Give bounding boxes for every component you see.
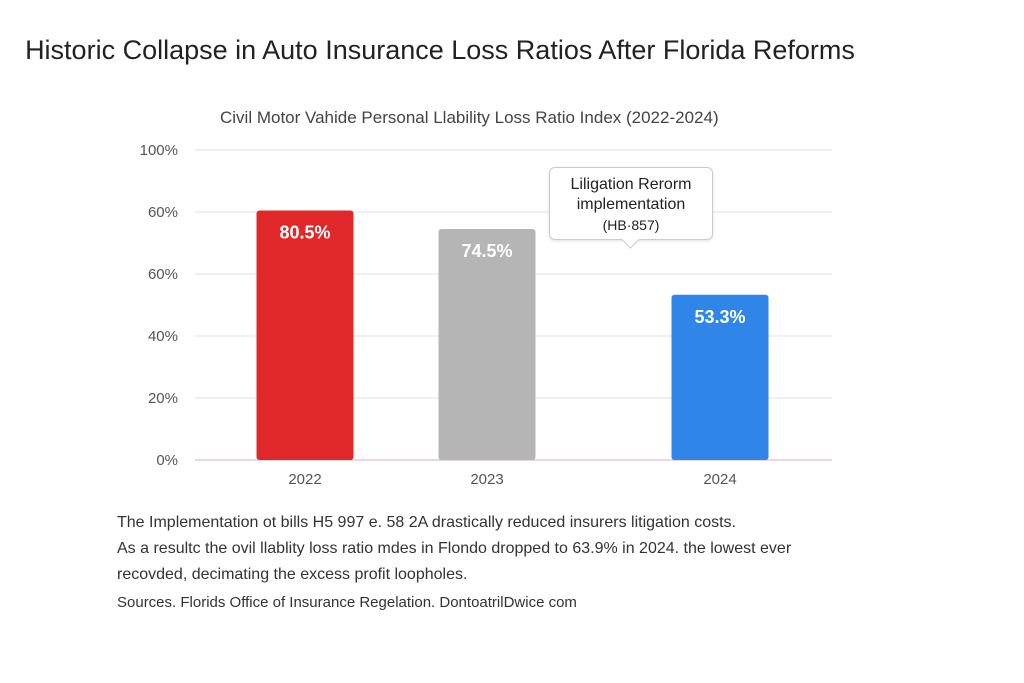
source-text: Sources. Florids Office of Insurance Reg…: [117, 594, 577, 611]
x-tick-label: 2023: [470, 471, 503, 488]
y-tick-label: 40%: [148, 328, 178, 345]
x-tick-label: 2024: [703, 471, 736, 488]
footnote-line-3: recovded, decimating the excess profit l…: [117, 566, 468, 583]
annotation-callout: Liligation Rerorm implementation (HB·857…: [549, 167, 713, 240]
y-tick-label: 100%: [140, 142, 178, 159]
annotation-line-2: implementation: [576, 196, 686, 213]
y-tick-label: 20%: [148, 390, 178, 407]
annotation-line-3: (HB·857): [602, 217, 660, 233]
bar-2023: [438, 229, 536, 460]
annotation-line-1: Liligation Rerorm: [570, 176, 692, 193]
chart-title: Historic Collapse in Auto Insurance Loss…: [25, 35, 855, 65]
data-label: 53.3%: [694, 307, 745, 327]
chart-subtitle: Civil Motor Vahide Personal Llability Lo…: [220, 108, 719, 127]
footnote: The Implementation ot bills H5 997 e. 58…: [117, 510, 791, 588]
data-label: 74.5%: [461, 241, 512, 261]
y-tick-label: 60%: [148, 266, 178, 283]
bar-2022: [256, 210, 354, 460]
data-label: 80.5%: [279, 222, 330, 242]
footnote-line-2: As a resultc the ovil llablity loss rati…: [117, 540, 792, 557]
footnote-line-1: The Implementation ot bills H5 997 e. 58…: [117, 514, 736, 531]
y-tick-label: 0%: [156, 452, 178, 469]
x-tick-label: 2022: [288, 471, 321, 488]
bar-2024: [671, 294, 769, 460]
y-tick-label: 60%: [148, 204, 178, 221]
